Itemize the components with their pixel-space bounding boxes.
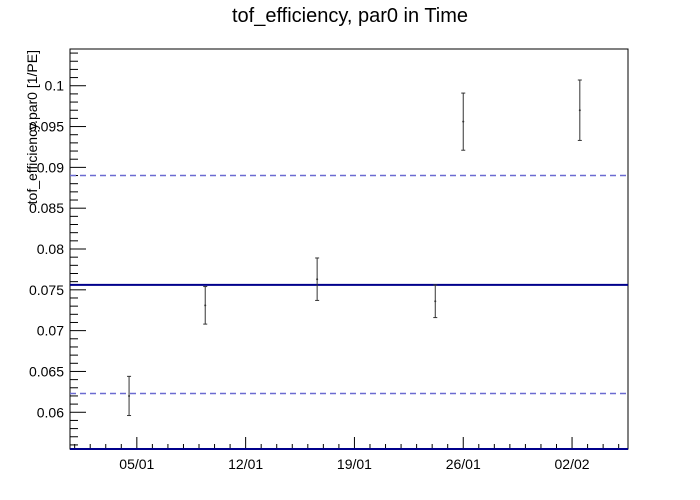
y-tick-label: 0.07 [37, 323, 64, 339]
y-tick-label: 0.085 [29, 200, 64, 216]
x-tick-label: 12/01 [228, 456, 263, 472]
y-tick-label: 0.06 [37, 404, 64, 420]
x-tick-label: 19/01 [337, 456, 372, 472]
chart-title: tof_efficiency, par0 in Time [232, 5, 468, 27]
data-point [128, 394, 131, 397]
y-tick-label: 0.065 [29, 363, 64, 379]
y-tick-label: 0.1 [45, 78, 65, 94]
data-point [462, 120, 465, 123]
data-point [204, 304, 207, 307]
plot-area: 0.06 0.065 0.07 0.075 0.08 0.085 0.09 0.095 0.1 0… [29, 48, 629, 472]
x-tick-label: 05/01 [119, 456, 154, 472]
data-point [316, 278, 319, 281]
data-point [578, 109, 581, 112]
y-axis-label: tof_efficiency.par0 [1/PE] [24, 50, 40, 204]
y-tick-label: 0.08 [37, 241, 64, 257]
y-tick-label: 0.095 [29, 119, 64, 135]
plot-frame [69, 48, 629, 450]
y-tick-label: 0.09 [37, 159, 64, 175]
y-tick-label: 0.075 [29, 282, 64, 298]
x-tick-label: 26/01 [446, 456, 481, 472]
x-tick-label: 02/02 [555, 456, 590, 472]
data-point [434, 300, 437, 303]
